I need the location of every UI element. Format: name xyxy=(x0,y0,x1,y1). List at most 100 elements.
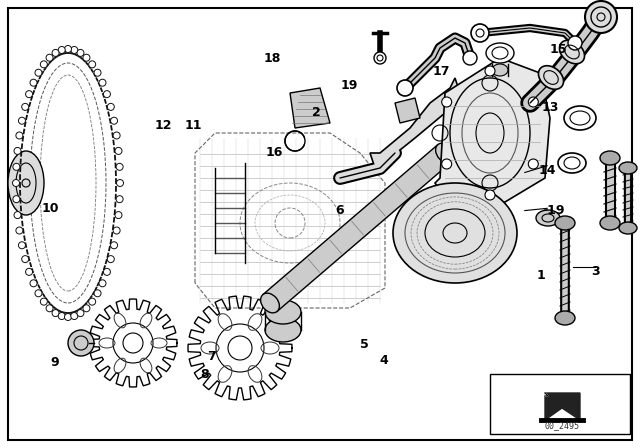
Text: 10: 10 xyxy=(41,202,59,215)
Ellipse shape xyxy=(65,46,72,52)
Ellipse shape xyxy=(116,164,123,170)
Text: 12: 12 xyxy=(154,119,172,132)
Ellipse shape xyxy=(374,52,386,64)
Ellipse shape xyxy=(16,132,23,139)
Ellipse shape xyxy=(600,216,620,230)
Text: 00_2495: 00_2495 xyxy=(545,421,579,430)
Ellipse shape xyxy=(26,90,33,98)
Ellipse shape xyxy=(71,313,78,319)
Ellipse shape xyxy=(528,97,538,107)
Ellipse shape xyxy=(13,196,20,202)
Ellipse shape xyxy=(564,106,596,130)
Ellipse shape xyxy=(442,97,452,107)
Text: 15: 15 xyxy=(549,43,567,56)
Ellipse shape xyxy=(83,54,90,61)
Ellipse shape xyxy=(538,66,564,89)
Ellipse shape xyxy=(19,117,26,124)
Ellipse shape xyxy=(13,180,19,186)
Text: 13: 13 xyxy=(541,101,559,114)
Polygon shape xyxy=(435,58,550,208)
Ellipse shape xyxy=(619,222,637,234)
Polygon shape xyxy=(545,393,580,420)
Ellipse shape xyxy=(77,310,84,317)
Ellipse shape xyxy=(89,298,95,305)
Text: 5: 5 xyxy=(360,338,369,352)
Ellipse shape xyxy=(555,311,575,325)
Text: 3: 3 xyxy=(591,264,600,278)
Ellipse shape xyxy=(536,210,560,226)
Ellipse shape xyxy=(111,117,118,124)
Ellipse shape xyxy=(46,54,53,61)
Polygon shape xyxy=(395,98,420,123)
Text: 18: 18 xyxy=(263,52,281,65)
Ellipse shape xyxy=(104,268,111,276)
Text: 16: 16 xyxy=(265,146,283,159)
Ellipse shape xyxy=(555,216,575,230)
Ellipse shape xyxy=(471,24,489,42)
Ellipse shape xyxy=(486,43,514,63)
Ellipse shape xyxy=(108,103,115,110)
Ellipse shape xyxy=(558,153,586,173)
Ellipse shape xyxy=(58,313,65,319)
Ellipse shape xyxy=(528,159,538,169)
Ellipse shape xyxy=(600,151,620,165)
Ellipse shape xyxy=(585,1,617,33)
Ellipse shape xyxy=(26,268,33,276)
Ellipse shape xyxy=(65,314,72,320)
Ellipse shape xyxy=(30,79,37,86)
Polygon shape xyxy=(263,145,452,311)
Ellipse shape xyxy=(397,80,413,96)
Ellipse shape xyxy=(14,211,21,219)
Ellipse shape xyxy=(115,147,122,155)
Ellipse shape xyxy=(40,61,47,68)
Ellipse shape xyxy=(40,298,47,305)
Ellipse shape xyxy=(442,159,452,169)
Text: 11: 11 xyxy=(184,119,202,132)
Ellipse shape xyxy=(559,40,584,64)
Ellipse shape xyxy=(19,242,26,249)
Ellipse shape xyxy=(35,290,42,297)
Ellipse shape xyxy=(265,318,301,342)
Ellipse shape xyxy=(463,51,477,65)
Ellipse shape xyxy=(115,211,122,219)
Ellipse shape xyxy=(113,132,120,139)
Ellipse shape xyxy=(485,190,495,200)
Text: 2: 2 xyxy=(312,105,321,119)
Ellipse shape xyxy=(30,280,37,287)
Text: 8: 8 xyxy=(200,367,209,381)
Ellipse shape xyxy=(108,256,115,263)
Ellipse shape xyxy=(94,69,101,76)
Ellipse shape xyxy=(89,61,95,68)
Ellipse shape xyxy=(16,227,23,234)
Text: 6: 6 xyxy=(335,204,344,217)
Ellipse shape xyxy=(485,66,495,76)
Polygon shape xyxy=(545,393,548,396)
Ellipse shape xyxy=(94,290,101,297)
Polygon shape xyxy=(290,88,330,128)
Text: 17: 17 xyxy=(433,65,451,78)
Ellipse shape xyxy=(14,147,21,155)
Ellipse shape xyxy=(77,49,84,56)
Ellipse shape xyxy=(104,90,111,98)
Ellipse shape xyxy=(116,196,123,202)
Ellipse shape xyxy=(116,180,124,186)
Ellipse shape xyxy=(393,183,517,283)
Ellipse shape xyxy=(265,300,301,324)
Ellipse shape xyxy=(52,49,59,56)
Ellipse shape xyxy=(22,256,29,263)
Ellipse shape xyxy=(492,64,508,76)
Ellipse shape xyxy=(52,310,59,317)
Text: 4: 4 xyxy=(380,354,388,367)
Bar xyxy=(490,374,630,434)
Text: 7: 7 xyxy=(207,349,216,363)
Ellipse shape xyxy=(46,305,53,312)
Ellipse shape xyxy=(71,47,78,53)
Ellipse shape xyxy=(111,242,118,249)
Ellipse shape xyxy=(568,36,582,50)
Ellipse shape xyxy=(35,69,42,76)
Ellipse shape xyxy=(436,143,454,163)
Polygon shape xyxy=(370,78,460,168)
Text: 19: 19 xyxy=(340,78,358,92)
Ellipse shape xyxy=(22,103,29,110)
Ellipse shape xyxy=(8,151,44,215)
